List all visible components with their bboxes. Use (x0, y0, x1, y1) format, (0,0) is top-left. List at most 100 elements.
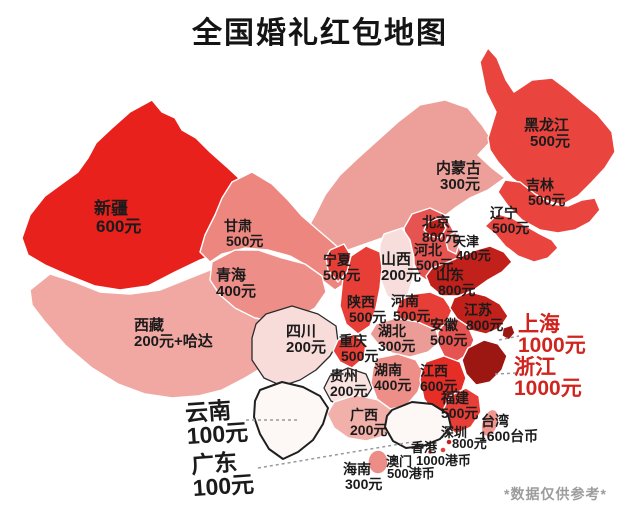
province-label-qinghai: 青海 400元 (216, 267, 256, 300)
province-name: 新疆 (94, 199, 128, 218)
leader-guangdong (257, 441, 413, 469)
city-name-shenzhen: 深圳 (441, 425, 468, 440)
province-value: 500元 (341, 348, 379, 365)
callout-label-guangdong: 广东 100元 (190, 449, 255, 502)
province-name: 内蒙古 (436, 160, 482, 177)
province-value: 500元 (492, 220, 530, 237)
province-name: 重庆 (339, 333, 367, 349)
province-value: 500元 (349, 309, 387, 326)
region-jilin (497, 179, 601, 234)
province-label-tibet: 西藏 200元+哈达 (134, 317, 213, 350)
province-label-gansu: 甘肃 500元 (224, 218, 264, 250)
province-value: 500元 (441, 405, 479, 422)
province-name: 台湾 (481, 413, 509, 429)
province-label-xinjiang: 新疆 600元 (94, 199, 142, 237)
province-value: 300元 (440, 176, 481, 194)
region-xinjiang (21, 99, 259, 291)
region-neimenggu (301, 99, 506, 251)
province-value: 200元 (286, 339, 327, 357)
province-name: 四川 (286, 323, 317, 340)
callout-value: 1000元 (518, 334, 586, 358)
region-chongqing (332, 333, 367, 369)
leader-lines (246, 335, 520, 469)
city-name-macau: 澳门 (386, 454, 413, 469)
province-name: 山东 (436, 267, 464, 283)
province-label-sichuan: 四川 200元 (286, 323, 327, 357)
province-value: 500元 (430, 332, 468, 349)
callout-value: 100元 (185, 419, 249, 450)
province-label-beijing: 北京 800元 (422, 214, 460, 246)
province-value: 200元 (350, 422, 388, 439)
city-value-shenzhen: 800元 (452, 436, 487, 451)
callout-value: 100元 (191, 471, 255, 502)
province-value: 500元 (530, 133, 571, 151)
province-label-jiangsu: 江苏 800元 (464, 302, 504, 334)
province-value: 400元 (374, 377, 412, 394)
province-value: 400元 (456, 248, 491, 264)
province-label-guizhou: 贵州 200元 (330, 368, 368, 400)
province-label-fujian: 福建 500元 (441, 390, 479, 422)
province-value: 500元 (226, 233, 264, 250)
province-label-guangxi: 广西 200元 (350, 407, 388, 439)
footnote: *数据仅供参考* (504, 486, 607, 502)
page-title: 全国婚礼红包地图 (192, 17, 448, 50)
callout-value: 1000元 (514, 377, 582, 401)
province-name: 河北 (414, 242, 442, 258)
region-qinghai (209, 249, 327, 323)
province-label-ningxia: 宁夏 500元 (323, 252, 361, 284)
callout-label-shanghai: 上海 1000元 (518, 314, 586, 357)
province-value: 500元 (393, 308, 431, 325)
province-name: 贵州 (330, 368, 358, 384)
province-label-jiangxi: 江西 600元 (420, 363, 457, 394)
callout-label-zhejiang: 浙江 1000元 (514, 357, 582, 400)
province-label-shanxi: 山西 200元 (381, 251, 422, 285)
callout-name: 上海 (518, 313, 560, 336)
region-ningxia (325, 243, 352, 283)
region-hainan (367, 449, 389, 475)
region-shenzhen-dot (445, 438, 453, 446)
province-label-shandong: 山东 800元 (436, 267, 476, 299)
province-name: 广西 (350, 407, 378, 423)
region-liaoning (484, 213, 559, 263)
province-label-jilin: 吉林 500元 (526, 177, 566, 209)
region-beijing (423, 217, 447, 239)
province-label-chongqing: 重庆 500元 (339, 333, 379, 365)
city-value-hongkong: 1000港币 (416, 453, 471, 468)
callout-name: 浙江 (514, 356, 556, 379)
province-name: 山西 (381, 251, 412, 268)
province-value: 300元 (378, 338, 416, 355)
province-value: 500元 (323, 267, 361, 284)
province-value: 500元 (528, 192, 566, 209)
province-label-henan: 河南 500元 (391, 293, 431, 325)
province-name: 河南 (391, 293, 419, 309)
region-sichuan (251, 305, 339, 387)
region-shaanxi (339, 245, 383, 335)
city-name-hongkong: 香港 (411, 440, 438, 455)
province-name: 天津 (453, 234, 480, 249)
province-name: 陕西 (347, 294, 375, 310)
province-name: 黑龙江 (524, 117, 570, 134)
province-name: 江苏 (464, 302, 492, 318)
province-value: 800元 (422, 229, 460, 246)
province-label-hunan: 湖南 400元 (374, 362, 412, 394)
province-value: 800元 (438, 282, 476, 299)
province-label-hebei: 河北 500元 (414, 242, 453, 273)
province-name: 甘肃 (224, 218, 252, 234)
province-name: 青海 (216, 267, 247, 284)
callout-label-yunnan: 云南 100元 (184, 397, 249, 450)
province-label-hainan: 海南 300元 (343, 461, 382, 492)
province-name: 北京 (422, 214, 450, 230)
province-value: 1600台币 (479, 428, 539, 445)
province-name: 西藏 (134, 317, 165, 334)
province-value: 600元 (96, 217, 142, 237)
province-label-shaanxi: 陕西 500元 (347, 294, 387, 326)
province-value: 200元 (330, 383, 368, 400)
province-value: 200元 (381, 267, 422, 285)
province-value: 800元 (466, 317, 504, 334)
province-name: 福建 (441, 390, 469, 406)
province-label-tianjin: 天津 400元 (453, 234, 491, 264)
province-label-liaoning: 辽宁 500元 (490, 205, 530, 237)
region-taiwan (480, 408, 500, 438)
